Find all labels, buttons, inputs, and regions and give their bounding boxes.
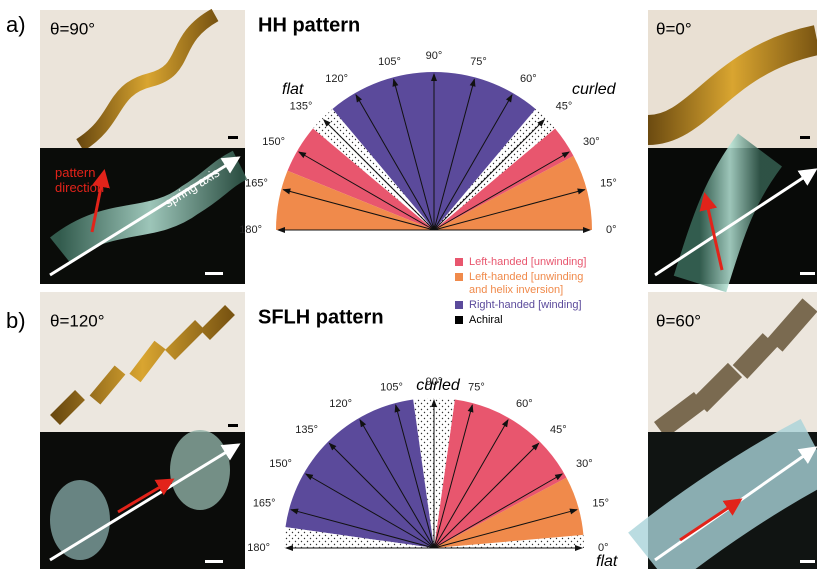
polar-diagram: 0° 15° 30° 45° 60° 75° 90° 105° 120° 135° 150° 165°… — [239, 50, 617, 236]
angle-tick-label: 135° — [295, 424, 318, 436]
angle-tick-label: 120° — [325, 73, 348, 85]
legend-swatch — [455, 273, 463, 281]
photo-b-left-bottom — [40, 430, 245, 569]
angle-tick-label: 90° — [426, 376, 443, 388]
panel-label: a) — [6, 12, 26, 37]
photo-b-right-bottom — [648, 432, 817, 569]
angle-tick-label: 105° — [378, 56, 401, 68]
end-label: flat — [596, 553, 618, 569]
angle-label: θ=90° — [50, 19, 95, 38]
angle-label: θ=0° — [656, 19, 692, 38]
angle-tick-label: 120° — [329, 398, 352, 410]
angle-tick-label: 30° — [576, 458, 593, 470]
angle-tick-label: 0° — [606, 224, 617, 236]
panel-label: b) — [6, 308, 26, 333]
figure: a) b) θ=90° θ=0° θ=120° θ=60° patterndir… — [0, 0, 817, 569]
angle-tick-label: 180° — [239, 224, 262, 236]
angle-tick-label: 0° — [598, 542, 609, 554]
angle-tick-label: 30° — [583, 136, 600, 148]
angle-tick-label: 15° — [592, 497, 609, 509]
legend-swatch — [455, 316, 463, 324]
end-label: curled — [572, 81, 617, 98]
legend-label: Achiral — [469, 314, 503, 326]
photo-a-right-bottom — [648, 148, 817, 284]
angle-tick-label: 60° — [516, 398, 533, 410]
polar-diagram: 0° 15° 30° 45° 60° 75° 90° 105° 120° 135° 150° 165°… — [247, 376, 609, 554]
angle-label: θ=120° — [50, 311, 105, 330]
angle-tick-label: 75° — [468, 381, 485, 393]
legend: Left-handed [unwinding] Left-handed [unwi… — [455, 256, 586, 326]
diagram-title: SFLH pattern — [258, 306, 384, 328]
angle-tick-label: 15° — [600, 177, 617, 189]
angle-tick-label: 180° — [247, 542, 270, 554]
legend-swatch — [455, 301, 463, 309]
angle-tick-label: 60° — [520, 73, 537, 85]
end-label: flat — [282, 81, 304, 98]
angle-tick-label: 150° — [262, 136, 285, 148]
angle-tick-label: 135° — [290, 100, 313, 112]
angle-tick-label: 45° — [556, 100, 573, 112]
legend-label: Left-handed [unwinding] — [469, 256, 586, 268]
angle-tick-label: 45° — [550, 424, 567, 436]
legend-label: Left-handed [unwinding — [469, 271, 583, 283]
legend-swatch — [455, 258, 463, 266]
angle-tick-label: 105° — [380, 381, 403, 393]
legend-label: Right-handed [winding] — [469, 299, 582, 311]
angle-tick-label: 165° — [253, 497, 276, 509]
angle-tick-label: 90° — [426, 50, 443, 62]
legend-label: and helix inversion] — [469, 284, 563, 296]
angle-tick-label: 150° — [269, 458, 292, 470]
diagram-title: HH pattern — [258, 14, 360, 36]
angle-label: θ=60° — [656, 311, 701, 330]
angle-tick-label: 75° — [470, 56, 487, 68]
angle-tick-label: 165° — [245, 177, 268, 189]
